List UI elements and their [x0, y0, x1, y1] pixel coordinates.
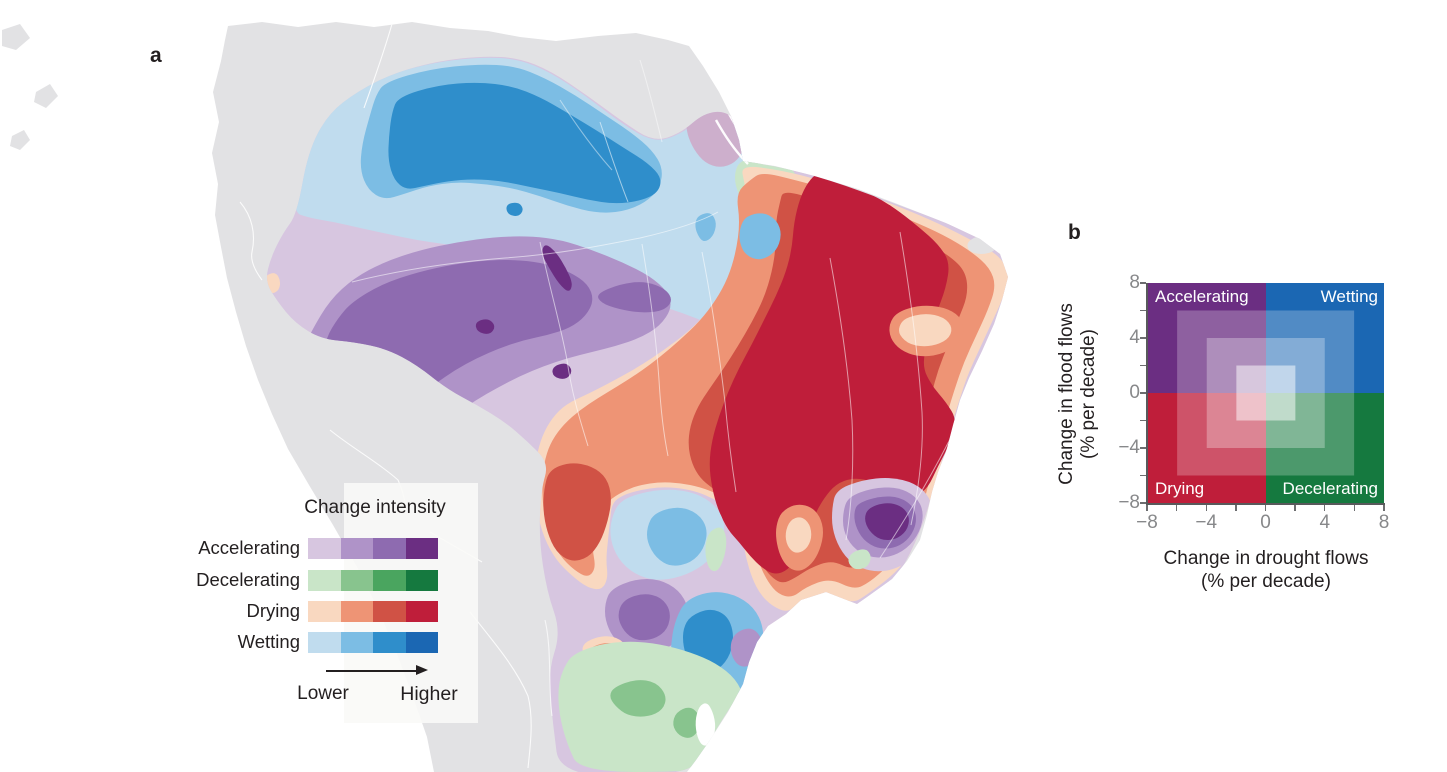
x-tick: [1383, 504, 1385, 511]
y-tick-label: −4: [1118, 437, 1140, 458]
country-border-line: [559, 99, 613, 171]
map-region-wetting-l2: [647, 507, 707, 566]
x-axis-title: Change in drought flows (% per decade): [1145, 547, 1387, 593]
legend-panel-background: [344, 483, 478, 723]
river-line: [701, 251, 737, 493]
x-tick: [1294, 504, 1296, 511]
y-tick: [1140, 447, 1146, 449]
map-region-drying-l1: [899, 314, 952, 347]
x-tick-label: 4: [1319, 512, 1331, 533]
map-region-wetting-l2: [739, 213, 781, 260]
quadrant-plot-area: Accelerating Wetting Drying Decelerating: [1147, 283, 1384, 503]
x-tick-label: 0: [1260, 512, 1271, 533]
y-tick: [1140, 282, 1146, 284]
y-tick: [1140, 309, 1146, 312]
map-region-accelerating-l3: [598, 282, 671, 313]
y-tick-label: 4: [1129, 327, 1140, 348]
map-region-wetting-l3: [388, 82, 661, 204]
map-region-accelerating-l4: [552, 363, 572, 379]
y-axis-title-line1: Change in flood flows: [1056, 303, 1077, 485]
x-tick: [1264, 504, 1267, 511]
y-tick-label: 8: [1129, 272, 1140, 293]
x-axis-line: [1146, 503, 1385, 505]
map-region-decelerating-l2: [610, 680, 666, 717]
y-tick: [1140, 364, 1146, 367]
quadrant-label-decelerating: Decelerating: [1282, 479, 1378, 498]
y-axis-title-line2: (% per decade): [1078, 329, 1099, 459]
river-line: [899, 231, 923, 526]
map-region-drying-l3: [543, 463, 611, 561]
river-line: [539, 241, 589, 447]
country-border-line: [239, 201, 263, 281]
map-region-accelerating-l3: [618, 594, 670, 641]
panel-b-letter: b: [1068, 221, 1081, 244]
quadrant-label-drying: Drying: [1155, 479, 1205, 498]
country-border-line: [469, 611, 532, 769]
x-axis-title-line1: Change in drought flows: [1163, 548, 1369, 569]
x-tick: [1146, 504, 1148, 511]
river-line: [351, 211, 719, 283]
x-tick: [1235, 504, 1237, 511]
x-tick: [1175, 504, 1178, 511]
y-tick-label: 0: [1129, 382, 1140, 403]
country-border-line: [639, 59, 663, 143]
river-line: [641, 243, 669, 457]
x-tick-label: −4: [1195, 512, 1218, 533]
quadrant-label-wetting: Wetting: [1320, 287, 1378, 306]
map-region-drying-l1: [785, 517, 812, 553]
panel-a-letter: a: [150, 44, 162, 67]
lagoon: [695, 703, 716, 746]
map-region-decelerating-l1: [848, 549, 871, 570]
x-tick-label: 8: [1378, 512, 1390, 533]
x-tick: [1205, 504, 1207, 511]
country-border-line: [544, 619, 553, 717]
x-axis-title-line2: (% per decade): [1201, 571, 1331, 592]
y-tick: [1140, 337, 1146, 339]
y-axis-line: [1146, 283, 1148, 504]
coastal-island: [10, 130, 30, 150]
map-region-drying-l4: [709, 174, 955, 574]
x-tick: [1324, 504, 1326, 511]
intensity-band-overlay-3: [1235, 365, 1296, 421]
map-region-wetting-l3: [506, 202, 523, 216]
y-tick: [1140, 419, 1146, 422]
map-region-decelerating-l2: [673, 707, 700, 738]
quadrant-label-accelerating: Accelerating: [1155, 287, 1249, 306]
map-region-accelerating-l4: [542, 245, 572, 291]
y-tick: [1140, 474, 1146, 477]
map-region-decelerating-l1: [705, 527, 727, 572]
x-tick: [1353, 504, 1356, 511]
river-line: [829, 257, 854, 541]
coastal-island: [34, 84, 58, 108]
x-tick-label: −8: [1136, 512, 1158, 533]
y-tick: [1140, 392, 1146, 394]
river-line: [599, 121, 629, 203]
y-tick: [1140, 502, 1146, 504]
coastal-island: [2, 24, 30, 50]
map-region-accelerating-l4: [475, 319, 495, 334]
y-tick-label: −8: [1118, 492, 1140, 513]
y-axis-title: Change in flood flows (% per decade): [1056, 284, 1102, 504]
country-border-line: [363, 23, 393, 109]
